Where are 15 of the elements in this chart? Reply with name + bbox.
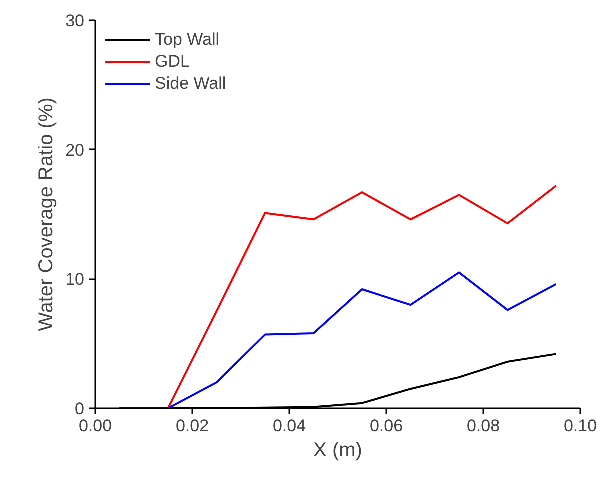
legend-label: GDL bbox=[155, 52, 190, 72]
y-axis-title: Water Coverage Ratio (%) bbox=[36, 98, 58, 332]
x-axis-title: X (m) bbox=[314, 440, 362, 462]
x-tick-label: 0.00 bbox=[78, 416, 112, 436]
y-tick-label: 0 bbox=[75, 400, 85, 418]
y-tick-label: 20 bbox=[66, 140, 85, 160]
y-tick-label: 10 bbox=[66, 270, 85, 290]
x-tick-label: 0.08 bbox=[466, 416, 500, 436]
x-tick-label: 0.02 bbox=[176, 416, 210, 436]
x-tick-label: 0.10 bbox=[564, 416, 598, 436]
legend-label: Top Wall bbox=[155, 30, 220, 50]
y-tick-label: 30 bbox=[66, 12, 85, 30]
legend-label: Side Wall bbox=[155, 74, 226, 94]
x-tick-label: 0.06 bbox=[370, 416, 404, 436]
x-tick-label: 0.04 bbox=[272, 416, 306, 436]
